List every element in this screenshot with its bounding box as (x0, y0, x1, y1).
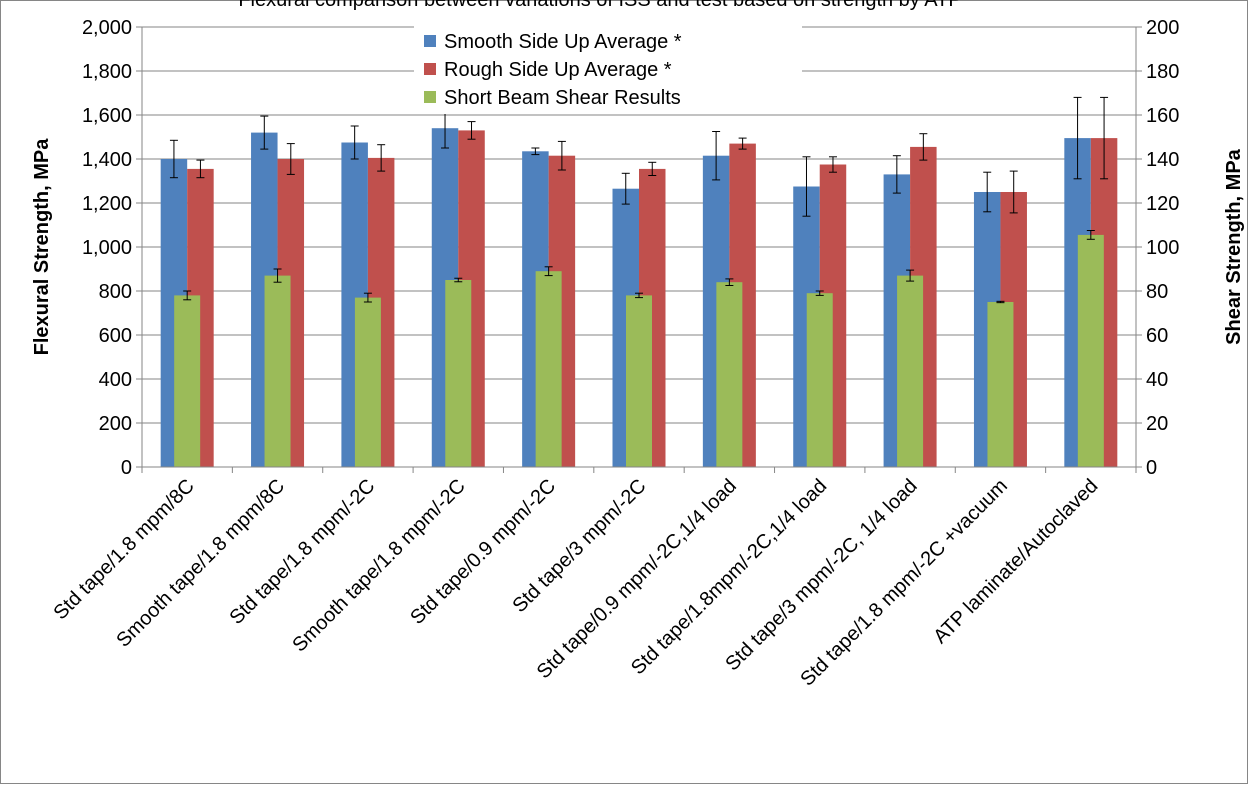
bar-short-beam-shear (174, 295, 201, 467)
y-axis-title: Flexural Strength, MPa (31, 138, 53, 356)
error-bars-layer (169, 96, 1109, 304)
bar-short-beam-shear (716, 282, 743, 467)
y2-tick-label: 200 (1146, 17, 1179, 39)
y-tick-label: 1,000 (82, 237, 132, 259)
y2-tick-label: 60 (1146, 325, 1168, 347)
y2-tick-label: 40 (1146, 369, 1168, 391)
y-tick-label: 800 (99, 281, 132, 303)
y-tick-label: 1,400 (82, 149, 132, 171)
y-tick-label: 400 (99, 369, 132, 391)
legend-label: Rough Side Up Average * (444, 59, 672, 81)
page-title: Flexural comparison between variations o… (238, 0, 961, 11)
y2-tick-label: 120 (1146, 193, 1179, 215)
bar-short-beam-shear (987, 302, 1014, 467)
axes-layer (136, 26, 1142, 473)
legend-label: Short Beam Shear Results (444, 87, 681, 109)
bar-short-beam-shear (897, 275, 924, 467)
bar-short-beam-shear (445, 280, 472, 467)
y-tick-label: 1,200 (82, 193, 132, 215)
tick-labels-layer: 02004006008001,0001,2001,4001,6001,8002,… (82, 17, 1179, 479)
y-tick-label: 0 (121, 457, 132, 479)
bar-short-beam-shear (535, 271, 562, 467)
bar-short-beam-shear (264, 275, 291, 467)
y2-tick-label: 100 (1146, 237, 1179, 259)
legend-swatch (424, 63, 436, 75)
bar-short-beam-shear (626, 295, 652, 467)
y-tick-label: 2,000 (82, 17, 132, 39)
y-tick-label: 200 (99, 413, 132, 435)
y2-tick-label: 140 (1146, 149, 1179, 171)
y2-tick-label: 0 (1146, 457, 1157, 479)
legend-swatch (424, 35, 436, 47)
bar-short-beam-shear (354, 297, 381, 467)
y-tick-label: 1,600 (82, 105, 132, 127)
bar-short-beam-shear (806, 293, 833, 467)
y2-tick-label: 80 (1146, 281, 1168, 303)
legend-swatch (424, 91, 436, 103)
y2-tick-label: 160 (1146, 105, 1179, 127)
y-tick-label: 600 (99, 325, 132, 347)
legend: Smooth Side Up Average * Rough Side Up Av… (414, 26, 802, 114)
y2-tick-label: 180 (1146, 61, 1179, 83)
bar-short-beam-shear (1077, 234, 1104, 467)
y2-axis-title: Shear Strength, MPa (1223, 148, 1245, 344)
y2-tick-label: 20 (1146, 413, 1168, 435)
legend-label: Smooth Side Up Average * (444, 31, 682, 53)
legend-background (414, 26, 802, 114)
bars-layer (160, 128, 1118, 468)
y-tick-label: 1,800 (82, 61, 132, 83)
